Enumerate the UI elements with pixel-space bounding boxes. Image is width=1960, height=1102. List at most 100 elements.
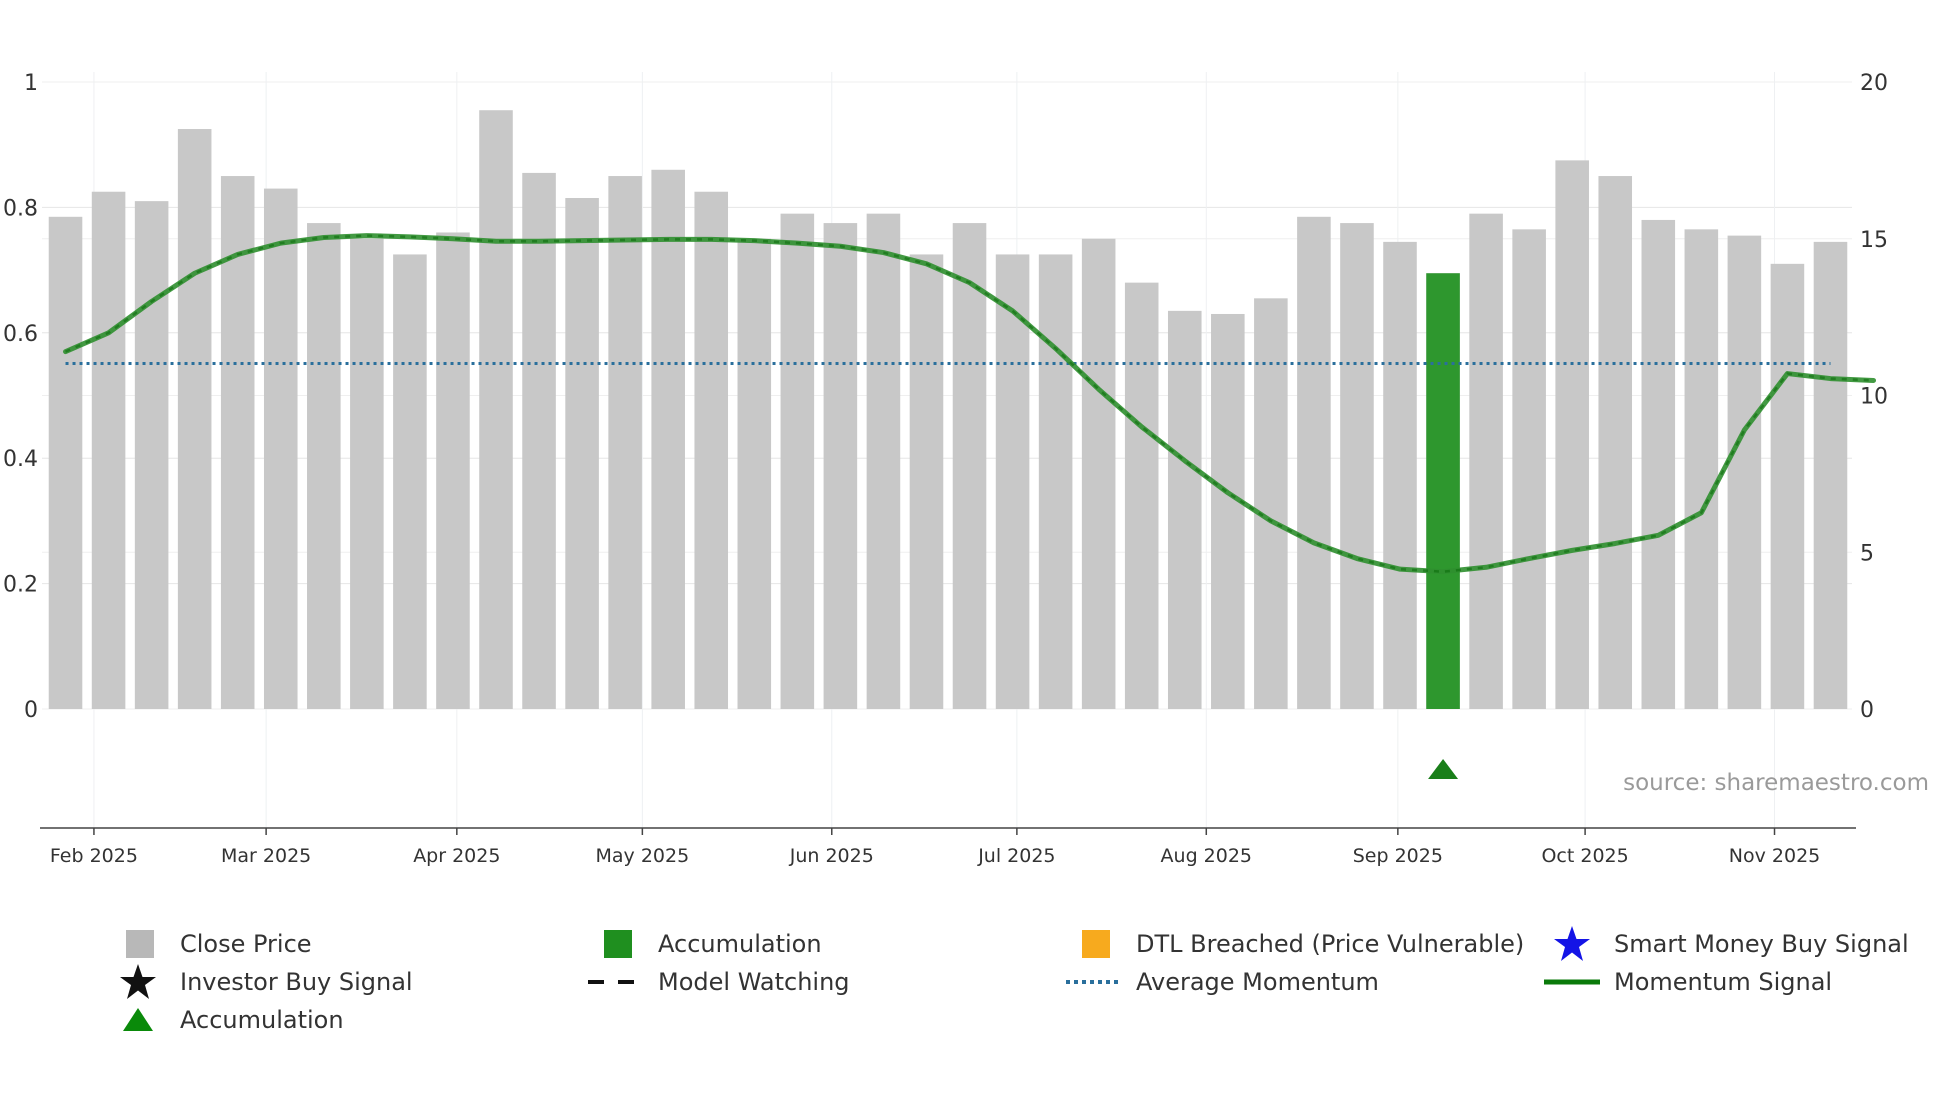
legend-item-accumulation: Accumulation [586,925,822,963]
right-axis-tick-label: 15 [1860,228,1888,253]
close-price-bar [307,223,341,709]
close-price-bar [694,191,729,710]
legend-label: DTL Breached (Price Vulnerable) [1136,930,1525,958]
solid-line-icon [1544,979,1600,985]
close-price-bar [134,201,169,709]
green-triangle-icon [123,1008,153,1031]
close-price-bar [1124,282,1159,709]
left-axis-tick-label: 0.8 [3,196,38,221]
black-star-icon [120,964,156,999]
left-axis-tick-label: 0.6 [3,322,38,347]
close-price-bar [1598,176,1633,710]
close-price-bar [823,223,858,709]
close-price-bar [436,232,470,710]
close-price-bar [1727,235,1762,710]
x-axis-tick-label: Oct 2025 [1541,845,1628,867]
close-price-bar [522,172,556,710]
close-price-bar [1254,298,1288,709]
legend: Close Price Accumulation DTL Breached (P… [108,925,1948,1045]
close-price-bar [1297,216,1331,709]
legend-label: Accumulation [658,930,822,958]
momentum-signal-series [63,233,1877,575]
close-price-bar [1512,229,1546,709]
close-price-bar [866,213,901,710]
legend-item-accumulation-marker: Accumulation [108,1001,344,1039]
close-price-bar [220,176,255,710]
legend-label: Momentum Signal [1614,968,1833,996]
green-square-icon [604,930,632,958]
right-axis: 0 5 10 15 20 [1860,71,1888,723]
x-axis-tick-label: Jul 2025 [977,845,1055,867]
accumulation-bar [1426,273,1460,709]
left-axis-tick-label: 0 [24,698,38,723]
right-axis-tick-label: 0 [1860,698,1874,723]
x-axis-tick-label: Mar 2025 [221,845,311,867]
x-axis-tick-label: Feb 2025 [50,845,138,867]
close-price-bar [780,213,815,710]
x-axis-tick-label: Apr 2025 [413,845,500,867]
close-price-bar [263,188,298,710]
left-axis-tick-label: 0.4 [3,447,38,472]
close-price-bar [479,110,513,710]
x-axis-tick-label: Nov 2025 [1729,845,1820,867]
close-price-bar [1469,213,1503,710]
left-axis-tick-label: 0.2 [3,573,38,598]
close-price-bar [952,223,987,709]
x-axis: Feb 2025 Mar 2025 Apr 2025 May 2025 Jun 2025… [40,827,1856,867]
close-price-bars [48,110,1848,710]
accumulation-marker [1428,759,1459,779]
legend-item-close-price: Close Price [108,925,312,963]
legend-item-investor-buy: Investor Buy Signal [108,963,413,1001]
close-price-bar [393,254,427,710]
close-price-bar [1813,241,1848,709]
accumulation-markers [1428,759,1459,779]
momentum-signal-overlay [65,234,1874,573]
legend-item-dtl-breached: DTL Breached (Price Vulnerable) [1064,925,1524,963]
orange-square-icon [1082,930,1110,958]
right-axis-tick-label: 20 [1860,71,1888,96]
close-price-bar [1167,310,1202,709]
close-price-bar [177,129,212,709]
legend-label: Investor Buy Signal [180,968,413,996]
close-price-bar [995,254,1030,710]
legend-label: Smart Money Buy Signal [1614,930,1909,958]
close-price-bar [350,238,384,709]
legend-item-model-watching: Model Watching [586,963,850,1001]
legend-item-smart-money: Smart Money Buy Signal [1542,925,1909,963]
dashed-line-icon [588,980,644,984]
dotted-line-icon [1066,980,1122,984]
legend-item-average-momentum: Average Momentum [1064,963,1379,1001]
x-axis-tick-label: Sep 2025 [1353,845,1443,867]
x-axis-tick-label: May 2025 [596,845,690,867]
chart-svg: 0 0.2 0.4 0.6 0.8 1 0 5 10 15 20 Feb 2025 Mar 2025… [3,71,1929,867]
close-price-bar [909,254,944,710]
x-axis-tick-label: Jun 2025 [789,845,874,867]
x-axis-tick-label: Aug 2025 [1161,845,1253,867]
close-price-bar [1641,219,1676,709]
right-axis-tick-label: 10 [1860,385,1888,410]
blue-star-icon [1554,926,1590,961]
close-price-bar [1383,241,1417,709]
legend-label: Model Watching [658,968,850,996]
legend-label: Close Price [180,930,312,958]
close-price-bar [608,176,642,710]
close-price-bar [651,169,685,709]
close-price-bar [737,238,772,709]
close-price-bar [565,197,599,709]
gray-square-icon [126,930,154,958]
close-price-bar [1770,263,1805,709]
close-price-bar [48,216,83,709]
close-price-bar [1038,254,1073,710]
close-price-bar [1081,238,1116,709]
close-price-bar [1684,229,1719,709]
close-price-bar [1555,160,1589,709]
close-price-bar [1211,313,1245,709]
legend-item-momentum-signal: Momentum Signal [1542,963,1832,1001]
close-price-bar [1340,223,1374,709]
legend-label: Accumulation [180,1006,344,1034]
source-label: source: sharemaestro.com [1623,770,1929,796]
close-price-bar [91,191,126,710]
left-axis-tick-label: 1 [24,71,38,96]
left-axis: 0 0.2 0.4 0.6 0.8 1 [3,71,38,723]
legend-label: Average Momentum [1136,968,1379,996]
